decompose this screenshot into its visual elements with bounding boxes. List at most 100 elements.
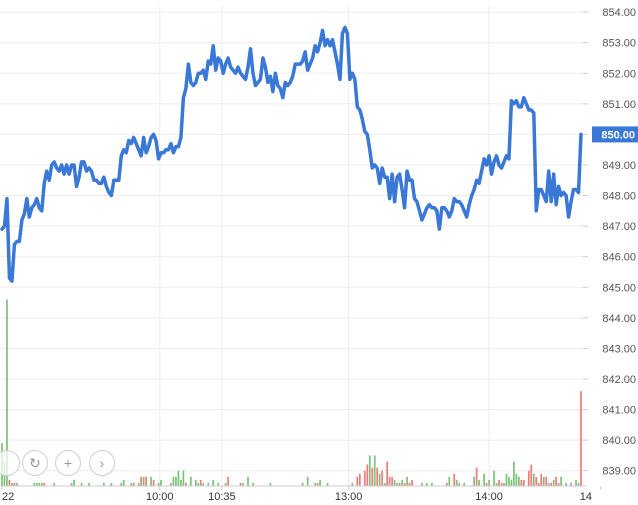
y-tick-label: 846.00 — [602, 252, 636, 264]
x-tick-label: 13:00 — [335, 491, 363, 503]
volume-bar — [103, 482, 105, 486]
volume-bar — [463, 482, 466, 486]
volume-bar — [53, 482, 56, 486]
volume-bar — [547, 482, 550, 486]
volume-bar — [448, 476, 451, 486]
volume-bar — [35, 482, 38, 486]
volume-bar — [580, 391, 582, 486]
volume-bar — [368, 455, 371, 486]
volume-bar — [570, 482, 572, 486]
volume-bar — [130, 482, 133, 486]
volume-bar — [510, 479, 513, 486]
volume-bar — [537, 482, 540, 486]
x-tick-label: 14 — [580, 491, 592, 503]
volume-bar — [495, 482, 498, 486]
last-price-box — [592, 126, 638, 143]
volume-bar — [503, 482, 505, 486]
volume-bar — [371, 467, 374, 486]
y-tick-label: 840.00 — [602, 435, 636, 447]
volume-bar — [137, 482, 140, 486]
y-tick-label: 848.00 — [602, 191, 636, 203]
volume-bar — [386, 461, 389, 486]
volume-bar — [458, 482, 461, 486]
volume-bar — [378, 473, 381, 486]
volume-bar — [500, 482, 503, 486]
y-tick-label: 853.00 — [602, 38, 636, 50]
y-tick-label: 845.00 — [602, 282, 636, 294]
volume-bar — [252, 482, 254, 486]
volume-bar — [520, 479, 523, 486]
volume-bar — [227, 476, 229, 486]
volume-bar — [212, 479, 215, 486]
volume-bar — [40, 482, 43, 486]
zoom-in-button[interactable]: + — [55, 450, 81, 476]
volume-bar — [396, 482, 398, 486]
volume-bar — [157, 482, 160, 486]
volume-bar — [207, 482, 210, 486]
volume-bar — [421, 482, 423, 486]
volume-bar — [488, 479, 490, 486]
volume-bar — [542, 476, 545, 486]
x-tick-label: 14:00 — [475, 491, 503, 503]
volume-bar — [426, 482, 428, 486]
volume-bar — [391, 476, 394, 486]
volume-bar — [373, 455, 376, 486]
volume-bar — [532, 473, 535, 486]
volume-bar — [455, 479, 458, 486]
y-tick-label: 841.00 — [602, 405, 636, 417]
volume-bar — [505, 473, 508, 486]
volume-bar — [483, 473, 485, 486]
volume-bar — [522, 479, 525, 486]
volume-bar — [485, 482, 488, 486]
volume-bar — [172, 476, 175, 486]
volume-bar — [388, 476, 391, 486]
volume-bar — [535, 476, 538, 486]
volume-bar — [33, 482, 36, 486]
volume-bar — [132, 482, 135, 486]
volume-bar — [185, 482, 187, 486]
volume-bar — [13, 482, 16, 486]
volume-bar — [575, 479, 577, 486]
volume-bar — [43, 482, 46, 486]
volume-bar — [224, 482, 227, 486]
volume-bar — [540, 473, 543, 486]
y-tick-label: 839.00 — [602, 466, 636, 478]
volume-bar — [493, 470, 495, 486]
volume-bar — [366, 464, 369, 486]
volume-bar — [498, 479, 500, 486]
volume-bar — [358, 473, 361, 486]
volume-bar — [363, 470, 366, 486]
volume-bar — [8, 479, 11, 486]
volume-bar — [545, 476, 548, 486]
volume-bar — [88, 482, 90, 486]
volume-bar — [508, 476, 510, 486]
volume-bar — [557, 482, 560, 486]
volume-bar — [122, 479, 125, 486]
volume-bar — [306, 476, 309, 486]
volume-bar — [381, 470, 384, 486]
price-line — [0, 25, 583, 283]
volume-bar — [383, 482, 386, 486]
volume-bar — [180, 479, 182, 486]
volume-bar — [140, 476, 143, 486]
volume-bar — [199, 479, 202, 486]
volume-bar — [445, 482, 448, 486]
volume-bar — [555, 476, 558, 486]
volume-bar — [401, 479, 403, 486]
volume-bar — [38, 482, 41, 486]
reset-control-partial[interactable] — [0, 450, 20, 476]
volume-bar — [560, 476, 562, 486]
volume-bar — [16, 482, 18, 486]
volume-bar — [6, 299, 8, 486]
volume-bar — [11, 482, 13, 486]
volume-bar — [393, 479, 396, 486]
volume-bar — [408, 482, 411, 486]
volume-bar — [142, 476, 145, 486]
volume-bar — [513, 461, 515, 486]
volume-bar — [150, 476, 152, 486]
volume-bar — [550, 482, 553, 486]
volume-bar — [80, 482, 83, 486]
next-button[interactable]: › — [89, 450, 115, 476]
reset-zoom-button[interactable]: ↻ — [22, 450, 48, 476]
volume-bar — [326, 482, 329, 486]
